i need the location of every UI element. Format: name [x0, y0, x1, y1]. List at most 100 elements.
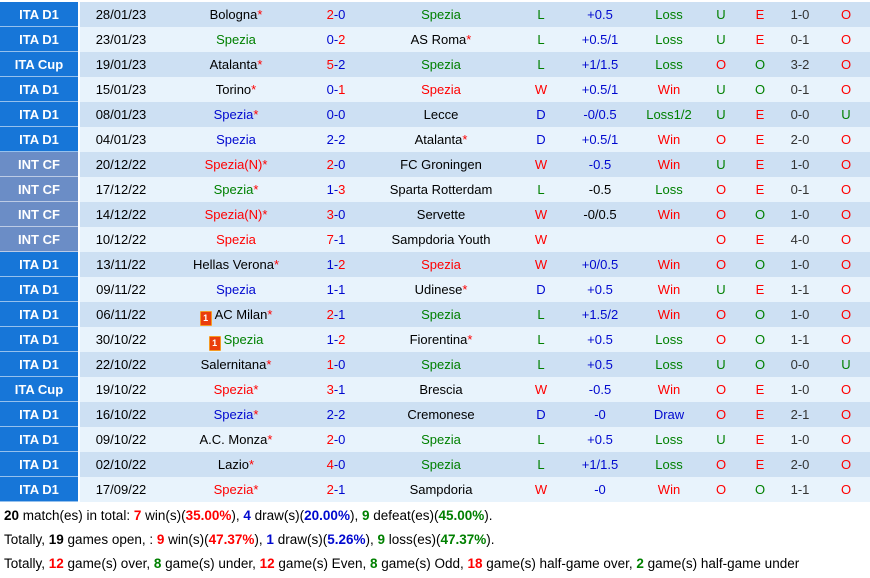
summary-segment: 8	[369, 556, 378, 571]
table-row: ITA D1 23/01/23 Spezia 0-2 AS Roma* L +0.5/1 Lo…	[0, 27, 870, 52]
half-time-over-under-cell: O	[840, 32, 852, 47]
result-cell: W	[534, 257, 548, 272]
table-row: ITA D1 22/10/22 Salernitana* 1-0 Spezia L +0.5…	[0, 352, 870, 377]
score-separator: -	[333, 407, 339, 422]
star-marker: *	[253, 407, 259, 422]
handicap-cell: +0.5	[587, 7, 613, 22]
over-under-cell: O	[715, 57, 727, 72]
away-team-cell: Atalanta*	[362, 127, 520, 152]
even-odd-cell: O	[754, 57, 766, 72]
home-team-cell: 1 Spezia	[162, 327, 310, 352]
home-team-name: Torino	[215, 82, 252, 97]
date-cell: 08/01/23	[95, 107, 147, 122]
league-cell: ITA D1	[0, 277, 80, 302]
handicap-cell: -0.5	[588, 157, 612, 172]
over-under-cell: U	[716, 32, 726, 47]
star-marker: *	[466, 32, 472, 47]
away-team-name: Spezia	[421, 7, 461, 22]
handicap-cell: -0/0.5	[583, 207, 617, 222]
home-score: 4	[326, 457, 334, 472]
summary-segment: ),	[365, 532, 378, 547]
summary-segment: games open, :	[63, 532, 157, 547]
summary-segment: 8	[153, 556, 162, 571]
table-row: INT CF 17/12/22 Spezia* 1-3 Sparta Rotterdam…	[0, 177, 870, 202]
away-team-name: Sampdoria	[409, 482, 473, 497]
result-cell: D	[536, 107, 546, 122]
star-marker: *	[267, 432, 273, 447]
even-odd-cell: O	[754, 332, 766, 347]
summary-segment: game(s) half-game under	[643, 556, 800, 571]
league-cell: ITA D1	[0, 102, 80, 127]
summary-line: 20 match(es) in total: 7 win(s)(35.00%),…	[4, 504, 866, 528]
score-cell: 1-2	[310, 327, 362, 352]
result-cell: W	[534, 157, 548, 172]
handicap-result-cell: Loss	[655, 332, 683, 347]
score-separator: -	[333, 382, 339, 397]
star-marker: *	[262, 207, 268, 222]
home-team-name: Spezia	[223, 332, 264, 347]
away-team-name: Spezia	[421, 357, 461, 372]
home-score: 2	[326, 7, 334, 22]
table-row: ITA D1 28/01/23 Bologna* 2-0 Spezia L +0.5 Loss…	[0, 2, 870, 27]
summary-segment: 47.37%	[208, 532, 255, 547]
away-score: 0	[338, 107, 346, 122]
half-time-score-cell: 1-0	[790, 382, 810, 397]
table-row: ITA D1 04/01/23 Spezia 2-2 Atalanta* D +0.5/1 W…	[0, 127, 870, 152]
away-team-cell: Udinese*	[362, 277, 520, 302]
table-row: ITA D1 09/10/22 A.C. Monza* 2-0 Spezia L +0.5 L…	[0, 427, 870, 452]
summary-segment: game(s) half-game over,	[482, 556, 637, 571]
half-time-score-cell: 3-2	[790, 57, 810, 72]
league-cell: INT CF	[0, 202, 80, 227]
league-cell: ITA D1	[0, 127, 80, 152]
home-team-cell: Spezia	[162, 277, 310, 302]
home-team-name: Spezia	[216, 282, 256, 297]
even-odd-cell: E	[755, 457, 765, 472]
summary-segment: 47.37%	[440, 532, 487, 547]
half-time-over-under-cell: O	[840, 257, 852, 272]
home-team-name: Salernitana	[200, 357, 267, 372]
handicap-cell: +0.5/1	[581, 32, 619, 47]
star-marker: *	[257, 57, 263, 72]
score-cell: 0-1	[310, 77, 362, 102]
summary-segment: ),	[349, 508, 362, 523]
summary-segment: 5.26%	[327, 532, 366, 547]
league-cell: INT CF	[0, 177, 80, 202]
result-cell: W	[534, 482, 548, 497]
score-cell: 2-1	[310, 302, 362, 327]
score-cell: 4-0	[310, 452, 362, 477]
result-cell: W	[534, 82, 548, 97]
summary-segment: 20	[4, 508, 20, 523]
half-time-score-cell: 2-0	[790, 457, 810, 472]
away-team-cell: Sampdoria	[362, 477, 520, 502]
home-team-cell: A.C. Monza*	[162, 427, 310, 452]
home-team-cell: Atalanta*	[162, 52, 310, 77]
score-cell: 3-0	[310, 202, 362, 227]
away-score: 0	[338, 432, 346, 447]
away-team-cell: Spezia	[362, 252, 520, 277]
home-score: 2	[326, 307, 334, 322]
summary-segment: 9	[361, 508, 370, 523]
over-under-cell: O	[715, 457, 727, 472]
handicap-cell: +0.5	[587, 357, 613, 372]
handicap-result-cell: Win	[657, 132, 681, 147]
handicap-result-cell: Win	[657, 82, 681, 97]
handicap-result-cell: Loss	[655, 432, 683, 447]
summary-segment: win(s)(	[164, 532, 209, 547]
away-team-cell: Servette	[362, 202, 520, 227]
handicap-result-cell: Win	[657, 482, 681, 497]
handicap-result-cell: Loss	[655, 457, 683, 472]
red-card-icon: 1	[208, 336, 221, 351]
away-team-name: Servette	[416, 207, 466, 222]
date-cell: 19/01/23	[95, 57, 147, 72]
table-row: ITA D1 13/11/22 Hellas Verona* 1-2 Spezia W +0…	[0, 252, 870, 277]
star-marker: *	[257, 7, 263, 22]
home-team-name: Spezia(N)	[204, 207, 263, 222]
date-cell: 30/10/22	[95, 332, 147, 347]
half-time-over-under-cell: U	[841, 107, 851, 122]
away-team-name: Sparta Rotterdam	[389, 182, 493, 197]
summary-segment: 4	[243, 508, 251, 523]
date-cell: 20/12/22	[95, 157, 147, 172]
home-score: 3	[326, 207, 334, 222]
half-time-over-under-cell: O	[840, 7, 852, 22]
away-score: 1	[338, 232, 346, 247]
